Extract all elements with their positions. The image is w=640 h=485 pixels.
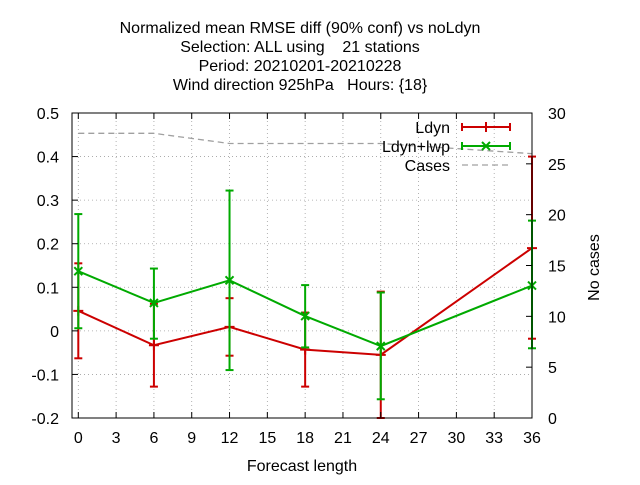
- chart-title: Normalized mean RMSE diff (90% conf) vs …: [120, 20, 481, 94]
- legend-label: Ldyn+lwp: [382, 139, 450, 156]
- y-tick-label: 0.3: [37, 193, 59, 210]
- y2-tick-label: 25: [548, 157, 566, 174]
- x-tick-label: 30: [447, 430, 465, 447]
- y-tick-label: 0.1: [37, 280, 59, 297]
- y-tick-label: -0.2: [31, 411, 59, 428]
- x-tick-label: 33: [485, 430, 503, 447]
- cases-series: [78, 132, 533, 155]
- y-tick-label: 0.2: [37, 237, 59, 254]
- y2-tick-label: 0: [548, 411, 557, 428]
- axis-ticks: 0 3 6 9 12 15 18 21 24 27 30 33 36-0.2-0.100.10.20.3…: [31, 106, 565, 447]
- x-tick-label: 0: [74, 430, 83, 447]
- legend: Ldyn Ldyn+lwp Cases: [382, 120, 511, 175]
- x-tick-label: 18: [296, 430, 314, 447]
- axis-labels: Forecast length No cases: [247, 234, 603, 475]
- data-point: [224, 275, 235, 286]
- y-tick-label: 0: [50, 324, 59, 341]
- x-tick-label: 24: [372, 430, 390, 447]
- title-line: Normalized mean RMSE diff (90% conf) vs …: [120, 20, 481, 37]
- data-point: [300, 311, 310, 321]
- y2-tick-label: 10: [548, 309, 566, 326]
- y2-tick-label: 5: [548, 360, 557, 377]
- y-tick-label: -0.1: [31, 367, 59, 384]
- y2-tick-label: 20: [548, 208, 566, 225]
- grid: [72, 113, 532, 418]
- x-tick-label: 12: [221, 430, 239, 447]
- legend-marker: [481, 141, 491, 151]
- legend-label: Ldyn: [415, 120, 450, 137]
- y-tick-label: 0.5: [37, 106, 59, 123]
- y-tick-label: 0.4: [37, 150, 59, 167]
- title-line: Selection: ALL using 21 stations: [180, 39, 420, 56]
- x-tick-label: 15: [258, 430, 276, 447]
- x-tick-label: 21: [334, 430, 352, 447]
- x-tick-label: 9: [187, 430, 196, 447]
- plot-frame: [71, 112, 533, 419]
- y2-axis-label: No cases: [586, 234, 603, 301]
- cases-line: [78, 132, 533, 155]
- title-line: Wind direction 925hPa Hours: {18}: [173, 77, 428, 94]
- y2-tick-label: 15: [548, 259, 566, 276]
- y2-tick-label: 30: [548, 106, 566, 123]
- x-tick-label: 27: [410, 430, 428, 447]
- data-point: [148, 340, 159, 351]
- x-axis-label: Forecast length: [247, 458, 357, 475]
- x-tick-label: 3: [112, 430, 121, 447]
- legend-marker: [481, 122, 491, 132]
- legend-label: Cases: [405, 158, 450, 175]
- series-line: [77, 270, 533, 348]
- x-tick-label: 6: [149, 430, 158, 447]
- data-point: [376, 341, 386, 351]
- data-point: [149, 298, 159, 308]
- x-tick-label: 36: [523, 430, 541, 447]
- title-line: Period: 20210201-20210228: [199, 58, 402, 75]
- data-point: [73, 266, 84, 276]
- series-group: [73, 155, 537, 419]
